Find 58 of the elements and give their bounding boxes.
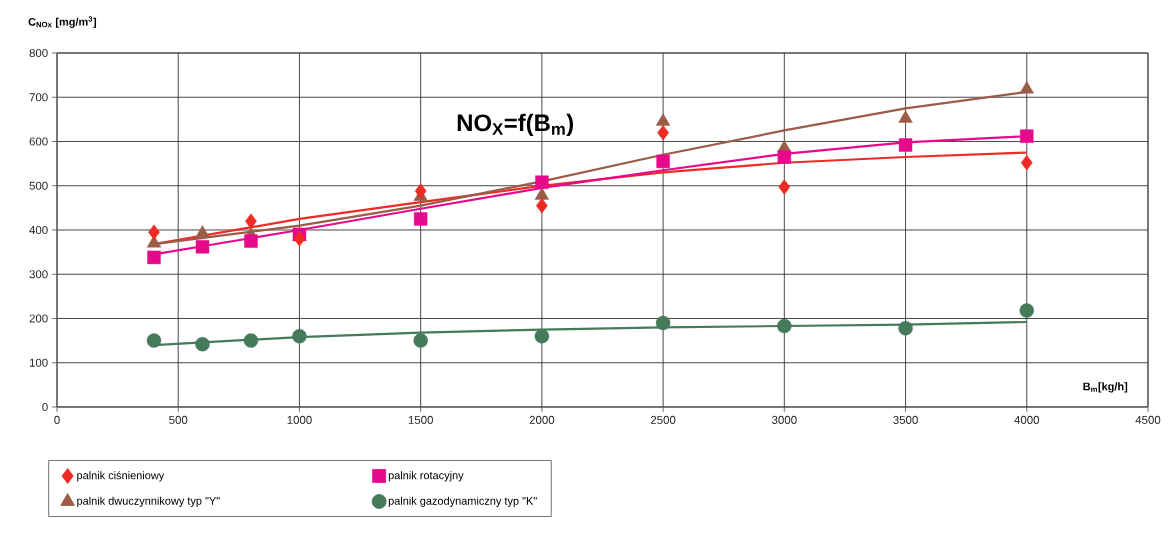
point xyxy=(898,138,913,152)
y-tick-label: 300 xyxy=(29,270,48,279)
x-tick-label: 3500 xyxy=(893,415,918,424)
x-tick-label: 2000 xyxy=(529,415,555,424)
legend-label: palnik rotacyjny xyxy=(388,471,464,482)
x-tick-label: 4500 xyxy=(1135,415,1161,424)
point xyxy=(534,187,550,200)
point xyxy=(777,318,792,334)
y-tick-label: 500 xyxy=(29,181,48,190)
point xyxy=(657,124,669,141)
point xyxy=(898,321,913,336)
point xyxy=(1019,81,1034,94)
point xyxy=(413,212,428,226)
legend-label: palnik gazodynamiczny typ "K" xyxy=(388,496,537,507)
x-tick-label: 1500 xyxy=(408,415,433,424)
text: NO$_{X}$=f(B$_{m}$) xyxy=(457,113,574,137)
x-tick-label: 2500 xyxy=(650,415,676,424)
point xyxy=(146,333,162,348)
y-tick-label: 100 xyxy=(29,358,48,367)
point xyxy=(655,315,671,331)
point xyxy=(244,234,258,248)
legend-label: palnik ciśnieniowy xyxy=(77,471,165,482)
y-tick-label: 600 xyxy=(29,137,48,146)
point xyxy=(898,110,913,123)
x-axis-title: B$_{m}$[kg/h] xyxy=(1083,382,1128,393)
x-tick-label: 4000 xyxy=(1014,415,1040,424)
point xyxy=(243,333,259,348)
point xyxy=(777,150,792,164)
y-tick-label: 800 xyxy=(29,48,48,58)
y-tick-label: 200 xyxy=(29,314,48,323)
x-tick-label: 500 xyxy=(169,415,188,424)
y-tick-label: 700 xyxy=(29,93,48,102)
point xyxy=(413,333,428,348)
point xyxy=(414,183,427,199)
y-tick-label: 400 xyxy=(29,225,48,235)
point xyxy=(534,328,550,344)
point xyxy=(1020,129,1034,143)
point xyxy=(655,113,671,126)
x-tick-label: 1000 xyxy=(287,415,312,424)
point xyxy=(245,213,257,229)
point xyxy=(293,231,306,247)
x-tick-label: 0 xyxy=(54,415,60,424)
point xyxy=(535,175,549,189)
point xyxy=(195,225,210,238)
y-axis-title: C$_{NOx}$ [mg/m$^{3}$] xyxy=(28,16,97,28)
point xyxy=(195,336,210,352)
y-tick-label: 0 xyxy=(42,402,48,412)
x-tick-label: 3000 xyxy=(772,415,797,424)
point xyxy=(148,224,160,240)
point xyxy=(147,250,161,265)
point xyxy=(1020,155,1033,171)
point xyxy=(1019,303,1034,318)
point xyxy=(536,197,548,214)
point xyxy=(292,328,307,344)
legend-label: palnik dwuczynnikowy typ "Y" xyxy=(77,496,220,507)
point xyxy=(656,154,670,169)
point xyxy=(778,179,791,195)
point xyxy=(195,240,210,254)
